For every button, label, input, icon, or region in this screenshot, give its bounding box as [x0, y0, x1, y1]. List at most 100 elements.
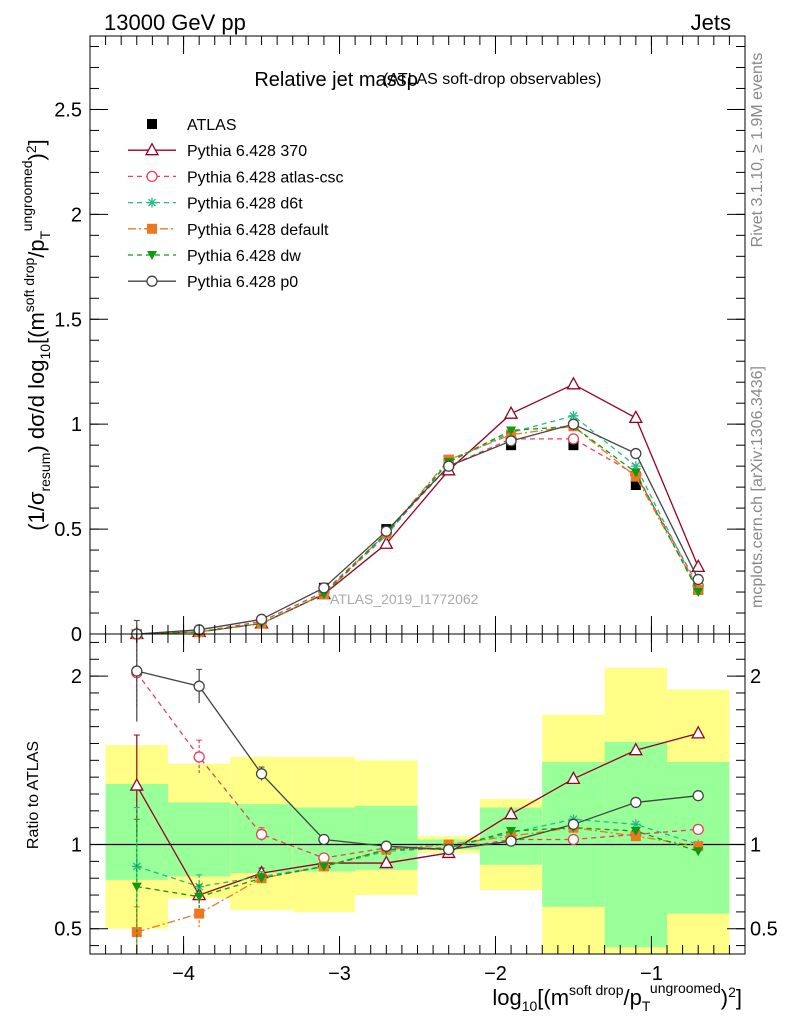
ratio-point-4-6	[506, 827, 517, 837]
ratio-y-axis-label: Ratio to ATLAS	[25, 741, 42, 849]
ratio-point-2-8-stroke	[631, 820, 640, 829]
main-point-6-7	[567, 418, 580, 430]
main-point-5-8	[630, 468, 641, 478]
series-line-4	[136, 425, 699, 635]
ratio-point-5-3	[318, 833, 330, 846]
main-point-1-8	[628, 410, 643, 424]
main-point-1-6	[503, 405, 519, 419]
ratio-y-tick-label: 2	[71, 666, 82, 688]
legend-marker-1	[144, 142, 160, 156]
legend-marker-3-stroke	[148, 198, 156, 207]
mcplots-label: mcplots.cern.ch [arXiv:1306.3436]	[749, 366, 766, 608]
main-point-6-2	[255, 613, 268, 625]
main-point-6-4	[380, 525, 392, 537]
legend-label-5: Pythia 6.428 dw	[187, 248, 301, 265]
main-point-1-7	[566, 376, 581, 390]
ratio-point-5-8	[630, 796, 642, 809]
ratio-point-0-6	[503, 806, 519, 820]
series-line-6	[136, 423, 699, 635]
ratio-marks	[129, 620, 706, 954]
ratio-line-4	[136, 827, 699, 898]
legend-label-4: Pythia 6.428 default	[187, 222, 329, 239]
legend: ATLAS Pythia 6.428 370 Pythia 6.428 atlas-…	[128, 117, 344, 291]
ratio-point-5-9	[692, 790, 704, 802]
ratio-point-4-2	[256, 874, 267, 884]
legend-label-1: Pythia 6.428 370	[187, 143, 307, 160]
x-tick-label: −1	[640, 963, 663, 985]
ratio-point-5-0	[131, 665, 143, 677]
main-point-1-4	[379, 535, 394, 549]
ratio-point-0-0	[129, 777, 144, 791]
legend-marker-2	[146, 170, 158, 183]
main-point-6-9	[692, 573, 704, 586]
main-point-6-8	[630, 447, 642, 460]
y-tick-label: 2.5	[54, 99, 82, 121]
process-label: Jets	[691, 10, 731, 35]
ratio-point-3-9	[693, 841, 704, 852]
ratio-point-4-1	[194, 892, 205, 902]
main-point-6-6	[505, 435, 517, 447]
main-panel: 0 0.5 1 1.5 2 2.5 Relative jet massρ (ATLAS s…	[54, 35, 746, 646]
ratio-line-3	[136, 827, 699, 933]
ratio-point-5-2	[255, 768, 268, 780]
ratio-ticks: 0.5 0.5 1 1 2 2 −4 −3 −2 −1	[54, 634, 778, 985]
ratio-point-5-7	[567, 818, 580, 830]
chart-subtitle: (ATLAS soft-drop observables)	[383, 71, 601, 88]
svg-text:log10[(msoft drop/pTungroomed): log10[(msoft drop/pTungroomed)2]	[492, 980, 742, 1014]
band-inner-1	[167, 802, 231, 877]
ratio-point-0-7	[566, 770, 581, 784]
ratio-point-5-1	[193, 680, 205, 692]
ratio-point-0-8	[628, 742, 643, 756]
svg-text:(1/σresum) dσ/d log10[(msoft d: (1/σresum) dσ/d log10[(msoft drop/pTungr…	[19, 139, 53, 531]
y-tick-label: 0	[71, 624, 82, 646]
legend-marker-3	[147, 197, 157, 208]
chart-title: Relative jet massρ	[254, 69, 418, 91]
main-point-3-7-stroke	[569, 411, 578, 420]
ratio-y-tick-label-right: 0.5	[750, 919, 778, 941]
legend-marker-0	[147, 119, 157, 129]
ratio-point-0-4	[379, 855, 394, 869]
ratio-line-2	[136, 818, 699, 888]
ratio-point-3-8	[630, 831, 641, 842]
legend-label-2: Pythia 6.428 atlas-csc	[187, 169, 344, 186]
main-point-5-9	[693, 588, 704, 598]
ratio-point-4-3	[318, 862, 329, 872]
main-point-0-7	[568, 440, 579, 451]
ratio-point-4-0	[131, 882, 142, 892]
legend-marker-6	[146, 275, 158, 287]
legend-label-0: ATLAS	[187, 117, 237, 134]
ratio-y-tick-label-right: 2	[750, 666, 761, 688]
legend-marker-4	[147, 223, 157, 234]
y-tick-label: 2	[71, 204, 82, 226]
ratio-point-1-1	[193, 751, 205, 763]
main-point-6-5	[443, 460, 455, 472]
ratio-point-3-1	[194, 908, 205, 919]
ratio-point-5-4	[380, 840, 392, 852]
x-axis-label: log10[(msoft drop/pTungroomed)2]	[492, 980, 742, 1014]
energy-label: 13000 GeV pp	[104, 10, 246, 35]
main-point-1-9	[691, 558, 706, 573]
legend-label-6: Pythia 6.428 p0	[187, 274, 298, 291]
main-point-2-7	[567, 433, 580, 445]
analysis-watermark: ATLAS_2019_I1772062	[330, 591, 479, 607]
rivet-label: Rivet 3.1.10, ≥ 1.9M events	[749, 53, 766, 248]
x-tick-label: −3	[328, 963, 351, 985]
main-point-0-8	[630, 480, 641, 491]
x-tick-label: −2	[484, 963, 507, 985]
legend-marker-5	[147, 251, 157, 260]
main-point-5-6	[506, 426, 517, 436]
ratio-y-tick-label: 0.5	[54, 919, 82, 941]
x-tick-label: −4	[172, 963, 195, 985]
ratio-y-tick-label-right: 1	[750, 835, 761, 857]
ratio-line-5	[136, 670, 699, 851]
y-tick-label: 0.5	[54, 519, 82, 541]
ratio-point-5-5	[443, 843, 455, 856]
ratio-point-1-2	[255, 828, 268, 841]
ratio-point-5-6	[505, 835, 517, 847]
main-point-6-3	[318, 582, 330, 594]
main-y-axis-label: (1/σresum) dσ/d log10[(msoft drop/pTungr…	[19, 139, 53, 531]
legend-label-3: Pythia 6.428 d6t	[187, 196, 303, 213]
y-tick-label: 1.5	[54, 309, 82, 331]
ratio-panel: 0.5 0.5 1 1 2 2 −4 −3 −2 −1	[54, 620, 778, 985]
